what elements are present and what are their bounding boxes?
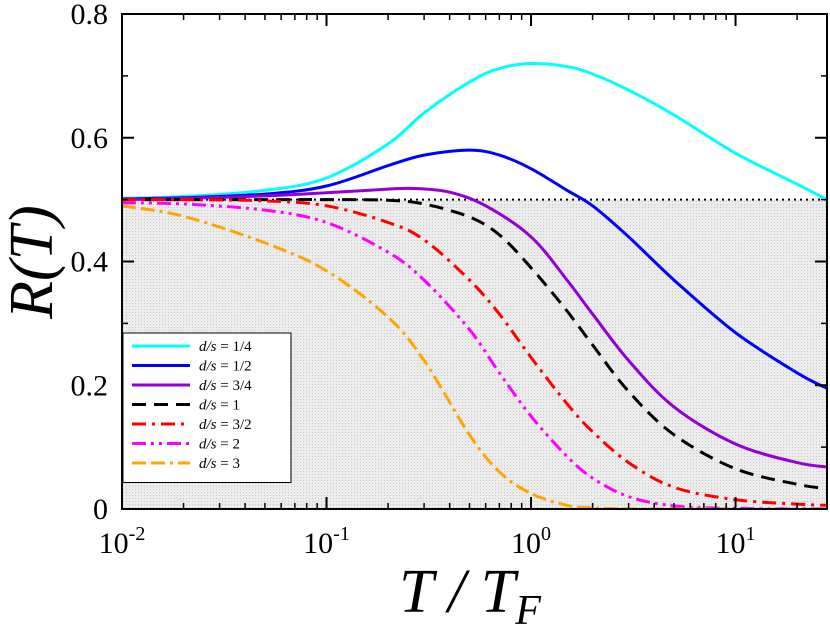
series-line-4 xyxy=(122,198,827,491)
y-tick-label: 0.6 xyxy=(71,122,109,155)
legend-box xyxy=(122,332,292,483)
y-tick-label: 0.8 xyxy=(71,0,109,31)
x-tick-label: 100 xyxy=(511,523,551,560)
legend-label-5: d/s = 3/2 xyxy=(199,417,252,433)
series-line-3 xyxy=(122,186,827,469)
x-axis-title-main: T / T xyxy=(399,558,520,626)
legend-label-6: d/s = 2 xyxy=(199,437,240,453)
x-tick-label: 10-1 xyxy=(303,523,350,560)
legend-label-3: d/s = 3/4 xyxy=(199,378,252,394)
legend-label-7: d/s = 3 xyxy=(199,456,240,472)
y-tick-label: 0.2 xyxy=(71,369,109,402)
plot-frame xyxy=(121,13,828,510)
series-line-7 xyxy=(122,204,736,509)
legend-label-1: d/s = 1/4 xyxy=(199,339,252,355)
series-line-2 xyxy=(122,148,827,390)
x-tick-label: 10-2 xyxy=(99,523,146,560)
legend-label-4: d/s = 1 xyxy=(199,398,240,414)
series-line-1 xyxy=(122,61,827,201)
legend-label-2: d/s = 1/2 xyxy=(199,359,252,375)
y-tick-label: 0 xyxy=(93,493,108,526)
y-axis-title: R(T) xyxy=(0,205,66,320)
x-tick-label: 101 xyxy=(716,523,756,560)
x-axis-title-sub: F xyxy=(514,588,541,633)
x-axis-title: T / TF xyxy=(399,558,541,633)
y-tick-label: 0.4 xyxy=(71,246,109,279)
